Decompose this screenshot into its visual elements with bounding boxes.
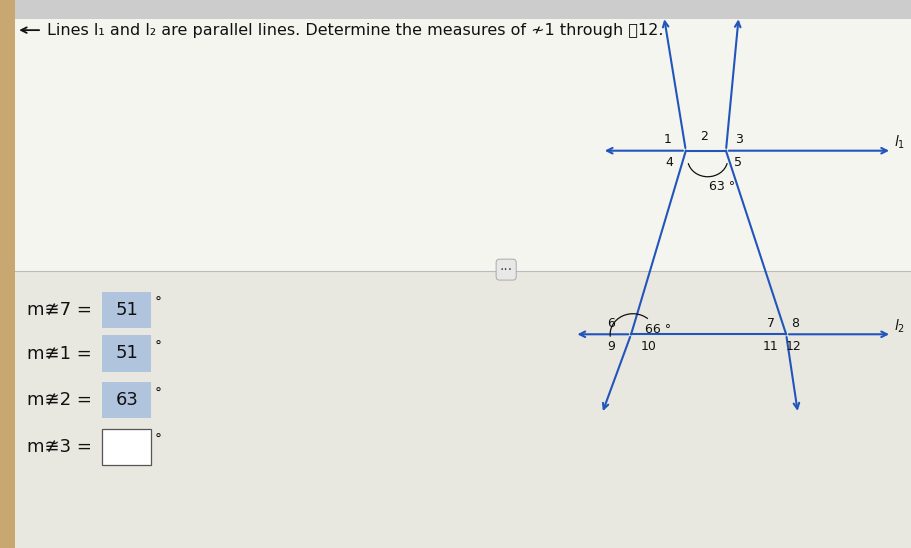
FancyBboxPatch shape (102, 382, 151, 418)
Text: °: ° (154, 296, 161, 310)
Text: m≇2 =: m≇2 = (27, 391, 97, 409)
Text: 66 °: 66 ° (645, 323, 670, 336)
Text: 51: 51 (115, 301, 138, 318)
Text: m≇3 =: m≇3 = (27, 438, 97, 455)
Text: 9: 9 (607, 340, 614, 353)
Text: 11: 11 (762, 340, 778, 353)
Text: °: ° (154, 340, 161, 354)
FancyBboxPatch shape (102, 292, 151, 328)
Text: 3: 3 (734, 133, 742, 146)
Text: 2: 2 (700, 130, 707, 144)
Text: 7: 7 (766, 317, 773, 330)
Text: 5: 5 (733, 156, 741, 169)
FancyBboxPatch shape (102, 429, 151, 465)
Bar (0, 0, 15, 548)
Text: 63 °: 63 ° (709, 180, 734, 193)
Text: 51: 51 (115, 345, 138, 362)
Text: Lines l₁ and l₂ are parallel lines. Determine the measures of ≁1 through ⑁12.: Lines l₁ and l₂ are parallel lines. Dete… (47, 22, 663, 38)
Text: $l_1$: $l_1$ (893, 134, 904, 151)
Text: m≇1 =: m≇1 = (27, 345, 97, 362)
Text: 10: 10 (640, 340, 655, 353)
Bar (0, 271, 911, 548)
Text: 1: 1 (663, 133, 670, 146)
Text: 6: 6 (607, 317, 614, 330)
Text: ···: ··· (499, 262, 512, 277)
FancyBboxPatch shape (102, 335, 151, 372)
Text: 4: 4 (665, 156, 672, 169)
Text: $l_2$: $l_2$ (893, 317, 904, 335)
Text: m≇7 =: m≇7 = (27, 301, 97, 318)
Text: 12: 12 (784, 340, 801, 353)
Bar (0, 0, 911, 19)
Text: 8: 8 (791, 317, 798, 330)
Text: °: ° (154, 386, 161, 401)
Bar (0, 0, 911, 271)
Text: 63: 63 (115, 391, 138, 409)
Text: °: ° (154, 433, 161, 447)
